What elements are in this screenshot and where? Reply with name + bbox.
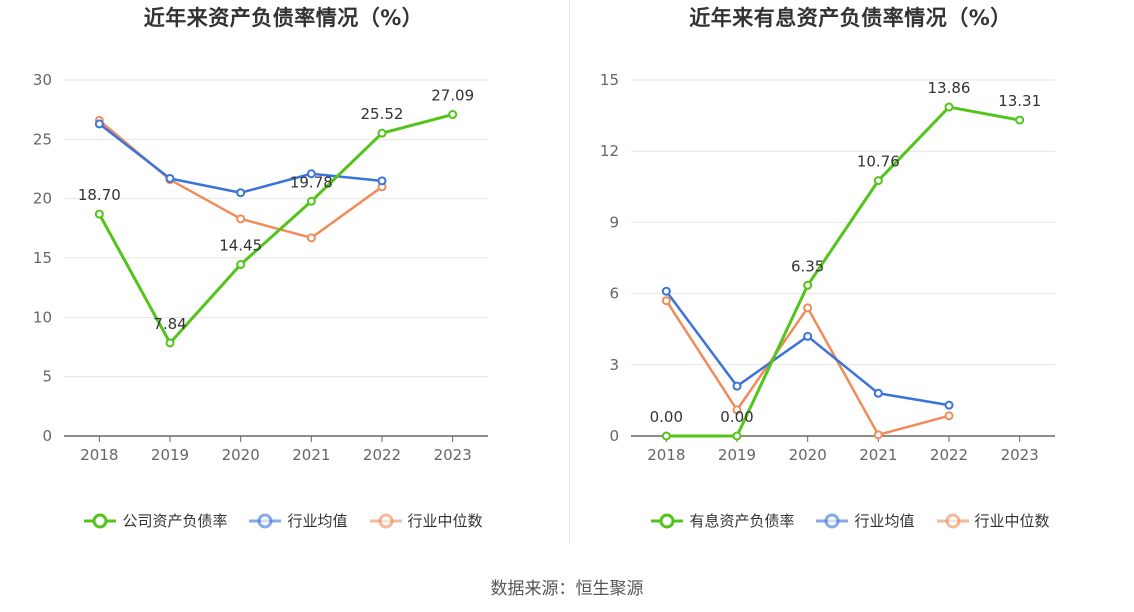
legend-label: 行业中位数 xyxy=(974,512,1050,530)
data-point-industry_median[interactable] xyxy=(732,405,742,415)
data-point-company[interactable] xyxy=(1015,115,1025,125)
x-tick-label: 2023 xyxy=(434,446,472,464)
data-point-company[interactable] xyxy=(944,102,954,112)
legend: 公司资产负债率 行业均值 行业中位数 xyxy=(0,510,567,531)
y-tick-label: 3 xyxy=(609,356,619,374)
line-chart-debt-ratio: 0 5 10 15 20 25 30 2018 2019 2020 2021 2022 2023 18.7… xyxy=(33,71,488,464)
y-tick-label: 15 xyxy=(33,249,52,267)
x-tick-label: 2023 xyxy=(1001,446,1039,464)
panel-divider xyxy=(569,0,570,545)
x-tick-label: 2019 xyxy=(151,446,189,464)
data-point-company[interactable] xyxy=(306,196,316,206)
data-point-industry_avg[interactable] xyxy=(165,173,175,183)
data-point-company[interactable] xyxy=(377,128,387,138)
y-tick-label: 9 xyxy=(609,213,619,231)
data-point-industry_avg[interactable] xyxy=(873,388,883,398)
chart-panel-debt-ratio: 近年来资产负债率情况（%） 0 5 10 15 20 25 30 2018 2019 2020 20… xyxy=(0,0,567,560)
data-label: 14.45 xyxy=(219,237,262,255)
data-label: 13.31 xyxy=(998,92,1041,110)
data-point-industry_median[interactable] xyxy=(306,233,316,243)
data-point-industry_avg[interactable] xyxy=(377,176,387,186)
data-point-company[interactable] xyxy=(165,338,175,348)
x-tick-label: 2018 xyxy=(647,446,685,464)
data-point-industry_median[interactable] xyxy=(873,430,883,440)
x-tick-label: 2022 xyxy=(930,446,968,464)
legend-item-company[interactable]: 公司资产负债率 xyxy=(84,510,227,531)
data-label: 25.52 xyxy=(361,105,404,123)
data-label: 19.78 xyxy=(290,173,333,191)
data-point-industry_avg[interactable] xyxy=(803,331,813,341)
legend-median-swatch-icon xyxy=(369,513,402,528)
data-source-note: 数据来源：恒生聚源 xyxy=(490,579,644,599)
data-label: 0.00 xyxy=(720,408,753,426)
y-tick-label: 20 xyxy=(33,190,52,208)
legend-label: 行业均值 xyxy=(854,512,915,530)
legend-item-industry-avg[interactable]: 行业均值 xyxy=(816,510,915,531)
x-tick-label: 2020 xyxy=(222,446,260,464)
x-tick-label: 2022 xyxy=(363,446,401,464)
data-point-industry_median[interactable] xyxy=(803,303,813,313)
data-point-industry_median[interactable] xyxy=(236,214,246,224)
series-line-industry_avg xyxy=(98,122,383,194)
legend-company-swatch-icon xyxy=(651,513,684,528)
data-label: 10.76 xyxy=(857,153,900,171)
line-chart-interest-debt-ratio: 0 3 6 9 12 15 2018 2019 2020 2021 2022 2023 0.00 0.00… xyxy=(600,71,1055,464)
chart-panel-interest-debt-ratio: 近年来有息资产负债率情况（%） 0 3 6 9 12 15 2018 2019 2020 2021… xyxy=(567,0,1134,560)
data-point-industry_avg[interactable] xyxy=(661,286,671,296)
data-point-industry_avg[interactable] xyxy=(306,169,316,179)
data-point-company[interactable] xyxy=(661,431,671,441)
chart-title: 近年来有息资产负债率情况（%） xyxy=(689,6,1012,30)
data-point-industry_avg[interactable] xyxy=(236,188,246,198)
x-tick-label: 2019 xyxy=(718,446,756,464)
y-tick-label: 15 xyxy=(600,71,619,89)
y-tick-label: 0 xyxy=(42,427,52,445)
data-point-company[interactable] xyxy=(873,176,883,186)
legend-item-industry-median[interactable]: 行业中位数 xyxy=(936,510,1050,531)
data-label: 27.09 xyxy=(431,87,474,105)
legend-label: 行业中位数 xyxy=(407,512,483,530)
y-tick-label: 25 xyxy=(33,130,52,148)
legend-median-swatch-icon xyxy=(936,513,969,528)
data-point-company[interactable] xyxy=(236,260,246,270)
x-tick-label: 2020 xyxy=(789,446,827,464)
data-point-industry_median[interactable] xyxy=(661,296,671,306)
data-point-industry_avg[interactable] xyxy=(94,119,104,129)
series-line-company xyxy=(98,113,454,345)
data-point-company[interactable] xyxy=(448,110,458,120)
data-point-company[interactable] xyxy=(94,209,104,219)
legend-avg-swatch-icon xyxy=(249,513,282,528)
y-tick-label: 5 xyxy=(42,368,52,386)
y-tick-label: 30 xyxy=(33,71,52,89)
y-tick-label: 6 xyxy=(609,285,619,303)
data-label: 0.00 xyxy=(650,408,683,426)
series-line-industry_median xyxy=(665,300,950,437)
data-point-company[interactable] xyxy=(803,280,813,290)
data-label: 13.86 xyxy=(928,79,971,97)
legend-label: 公司资产负债率 xyxy=(122,512,228,530)
data-point-industry_median[interactable] xyxy=(944,411,954,421)
chart-title: 近年来资产负债率情况（%） xyxy=(143,6,424,30)
legend-item-industry-avg[interactable]: 行业均值 xyxy=(249,510,348,531)
x-tick-label: 2021 xyxy=(292,446,330,464)
y-tick-label: 0 xyxy=(609,427,619,445)
data-point-industry_avg[interactable] xyxy=(944,400,954,410)
y-tick-label: 12 xyxy=(600,142,619,160)
legend-item-company[interactable]: 有息资产负债率 xyxy=(651,510,794,531)
x-tick-label: 2021 xyxy=(859,446,897,464)
y-tick-label: 10 xyxy=(33,308,52,326)
data-label: 6.35 xyxy=(791,257,824,275)
legend-label: 行业均值 xyxy=(287,512,348,530)
series-line-company xyxy=(666,105,1020,438)
legend-avg-swatch-icon xyxy=(816,513,849,528)
legend-company-swatch-icon xyxy=(84,513,117,528)
legend-item-industry-median[interactable]: 行业中位数 xyxy=(369,510,483,531)
data-label: 7.84 xyxy=(153,315,186,333)
data-point-company[interactable] xyxy=(732,431,742,441)
legend-label: 有息资产负债率 xyxy=(689,512,795,530)
x-tick-label: 2018 xyxy=(80,446,118,464)
data-label: 18.70 xyxy=(78,186,121,204)
data-point-industry_avg[interactable] xyxy=(732,381,742,391)
legend: 有息资产负债率 行业均值 行业中位数 xyxy=(567,510,1134,531)
